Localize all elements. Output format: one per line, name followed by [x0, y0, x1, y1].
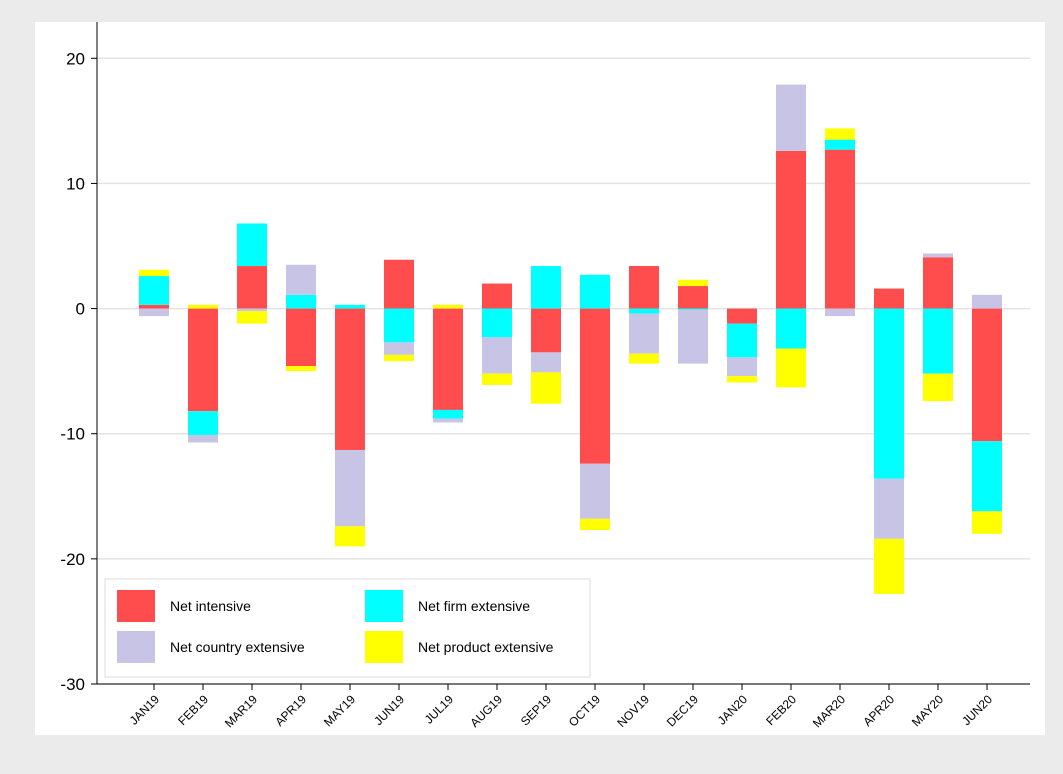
bar-segment — [433, 409, 463, 419]
bar-segment — [972, 294, 1002, 309]
bar-segment — [874, 538, 904, 594]
y-tick-label: -30 — [60, 675, 85, 694]
bar-segment — [531, 266, 561, 309]
legend-label: Net product extensive — [418, 639, 554, 655]
bar-segment — [237, 308, 267, 312]
bar-segment — [335, 308, 365, 450]
bar-segment — [286, 294, 316, 309]
legend-swatch — [365, 590, 403, 622]
bar-segment — [678, 309, 708, 364]
bar-segment — [972, 308, 1002, 442]
bar-segment — [384, 308, 414, 343]
bar-segment — [286, 264, 316, 295]
bar-segment — [482, 373, 512, 385]
bar-segment — [629, 308, 659, 314]
bar-segment — [139, 304, 169, 309]
y-tick-label: -10 — [60, 425, 85, 444]
bar-segment — [384, 259, 414, 309]
bar-segment — [482, 283, 512, 309]
bar-segment — [188, 434, 218, 443]
bar-segment — [335, 449, 365, 527]
bar-segment — [874, 308, 904, 479]
bar-segment — [874, 288, 904, 309]
bar-segment — [972, 441, 1002, 512]
bar-segment — [580, 308, 610, 464]
bar-segment — [335, 526, 365, 547]
bar-segment — [727, 376, 757, 383]
bar-segment — [384, 342, 414, 355]
bar-segment — [923, 373, 953, 402]
y-tick-label: 0 — [76, 300, 85, 319]
bar-segment — [825, 128, 855, 140]
bar-segment — [188, 308, 218, 412]
bar-segment — [629, 353, 659, 364]
bar-segment — [776, 308, 806, 349]
bar-segment — [776, 348, 806, 388]
legend-swatch — [365, 631, 403, 663]
bar-segment — [237, 311, 267, 324]
bar-segment — [433, 418, 463, 423]
bar-segment — [286, 366, 316, 372]
y-tick-label: 20 — [66, 49, 85, 68]
bar-segment — [580, 518, 610, 531]
bar-segment — [188, 411, 218, 435]
bar-segment — [727, 308, 757, 324]
bar-segment — [335, 304, 365, 309]
bar-segment — [531, 352, 561, 373]
bar-segment — [384, 354, 414, 362]
bar-segment — [923, 253, 953, 258]
legend-box — [104, 578, 591, 678]
bar-segment — [972, 511, 1002, 534]
bar-segment — [776, 84, 806, 151]
bar-segment — [923, 308, 953, 374]
bar-segment — [286, 308, 316, 367]
y-tick-label: -20 — [60, 550, 85, 569]
bar-segment — [825, 308, 855, 317]
bar-segment — [629, 313, 659, 354]
bar-segment — [874, 478, 904, 539]
bar-segment — [139, 269, 169, 277]
legend-label: Net country extensive — [170, 639, 305, 655]
bar-segment — [139, 308, 169, 317]
bar-segment — [776, 150, 806, 309]
bar-segment — [237, 266, 267, 309]
bar-segment — [727, 357, 757, 377]
bar-segment — [678, 279, 708, 287]
bar-segment — [482, 337, 512, 374]
bar-segment — [482, 308, 512, 338]
bar-segment — [139, 276, 169, 305]
bar-segment — [531, 308, 561, 353]
legend-swatch — [117, 631, 155, 663]
bar-segment — [580, 463, 610, 519]
bar-segment — [237, 223, 267, 267]
bar-segment — [678, 308, 708, 310]
bar-segment — [433, 308, 463, 410]
bar-segment — [433, 304, 463, 309]
bar-segment — [531, 372, 561, 404]
bar-segment — [580, 274, 610, 309]
legend-swatch — [117, 590, 155, 622]
bar-segment — [825, 139, 855, 150]
bar-segment — [825, 149, 855, 309]
legend-label: Net firm extensive — [418, 598, 530, 614]
legend-label: Net intensive — [170, 598, 251, 614]
bar-segment — [727, 323, 757, 358]
bar-segment — [188, 304, 218, 309]
bar-segment — [923, 257, 953, 309]
bar-segment — [629, 266, 659, 309]
bar-segment — [678, 286, 708, 309]
y-tick-label: 10 — [66, 174, 85, 193]
